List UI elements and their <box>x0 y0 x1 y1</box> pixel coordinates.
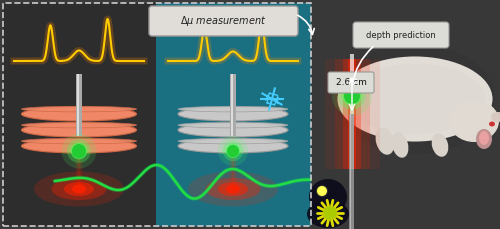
Ellipse shape <box>318 187 326 195</box>
Ellipse shape <box>479 131 489 145</box>
Ellipse shape <box>392 132 408 158</box>
Ellipse shape <box>344 88 360 104</box>
Ellipse shape <box>316 185 328 197</box>
Ellipse shape <box>62 134 96 169</box>
Ellipse shape <box>227 145 239 157</box>
Ellipse shape <box>178 106 288 112</box>
Ellipse shape <box>218 136 248 166</box>
FancyBboxPatch shape <box>231 74 232 136</box>
Ellipse shape <box>317 186 327 196</box>
FancyBboxPatch shape <box>156 3 311 226</box>
Ellipse shape <box>22 123 136 137</box>
Ellipse shape <box>64 182 94 196</box>
Text: $\Delta\mu$ measurement: $\Delta\mu$ measurement <box>180 14 267 28</box>
FancyBboxPatch shape <box>334 59 370 169</box>
Ellipse shape <box>178 122 288 128</box>
FancyBboxPatch shape <box>149 6 298 36</box>
Ellipse shape <box>335 44 495 154</box>
Ellipse shape <box>309 179 347 215</box>
Ellipse shape <box>489 122 495 126</box>
Ellipse shape <box>178 107 288 121</box>
Ellipse shape <box>178 138 288 144</box>
Ellipse shape <box>206 178 260 200</box>
Ellipse shape <box>307 200 349 228</box>
Ellipse shape <box>22 107 136 121</box>
Ellipse shape <box>34 172 124 207</box>
FancyBboxPatch shape <box>350 54 354 169</box>
Ellipse shape <box>188 172 278 207</box>
Ellipse shape <box>226 185 240 194</box>
FancyBboxPatch shape <box>349 114 354 229</box>
FancyBboxPatch shape <box>230 74 236 136</box>
FancyBboxPatch shape <box>3 3 156 226</box>
Ellipse shape <box>345 64 485 134</box>
Ellipse shape <box>323 206 337 220</box>
Text: depth prediction: depth prediction <box>366 30 436 39</box>
Ellipse shape <box>223 141 243 161</box>
Ellipse shape <box>338 57 492 142</box>
FancyBboxPatch shape <box>348 59 356 169</box>
Ellipse shape <box>178 123 288 137</box>
Ellipse shape <box>67 139 91 163</box>
FancyBboxPatch shape <box>324 59 380 169</box>
Text: 2.6 cm: 2.6 cm <box>336 78 366 87</box>
Ellipse shape <box>449 100 499 142</box>
FancyBboxPatch shape <box>312 0 500 229</box>
FancyBboxPatch shape <box>328 72 374 93</box>
Ellipse shape <box>332 76 372 116</box>
FancyBboxPatch shape <box>350 114 351 229</box>
FancyBboxPatch shape <box>343 59 361 169</box>
Ellipse shape <box>72 144 86 158</box>
Ellipse shape <box>22 138 136 144</box>
Ellipse shape <box>22 122 136 128</box>
Ellipse shape <box>52 178 106 200</box>
Ellipse shape <box>178 139 288 153</box>
Ellipse shape <box>70 143 88 159</box>
Ellipse shape <box>22 139 136 153</box>
Ellipse shape <box>338 82 365 110</box>
Ellipse shape <box>376 127 394 155</box>
Ellipse shape <box>432 133 448 157</box>
Ellipse shape <box>22 106 136 112</box>
Ellipse shape <box>342 86 361 106</box>
Ellipse shape <box>226 144 240 158</box>
FancyBboxPatch shape <box>76 74 82 136</box>
FancyBboxPatch shape <box>77 74 78 136</box>
Ellipse shape <box>375 69 455 129</box>
Ellipse shape <box>491 112 500 122</box>
Ellipse shape <box>476 129 492 149</box>
Ellipse shape <box>218 182 248 196</box>
Ellipse shape <box>72 185 86 194</box>
Ellipse shape <box>338 57 492 142</box>
FancyBboxPatch shape <box>353 22 449 48</box>
